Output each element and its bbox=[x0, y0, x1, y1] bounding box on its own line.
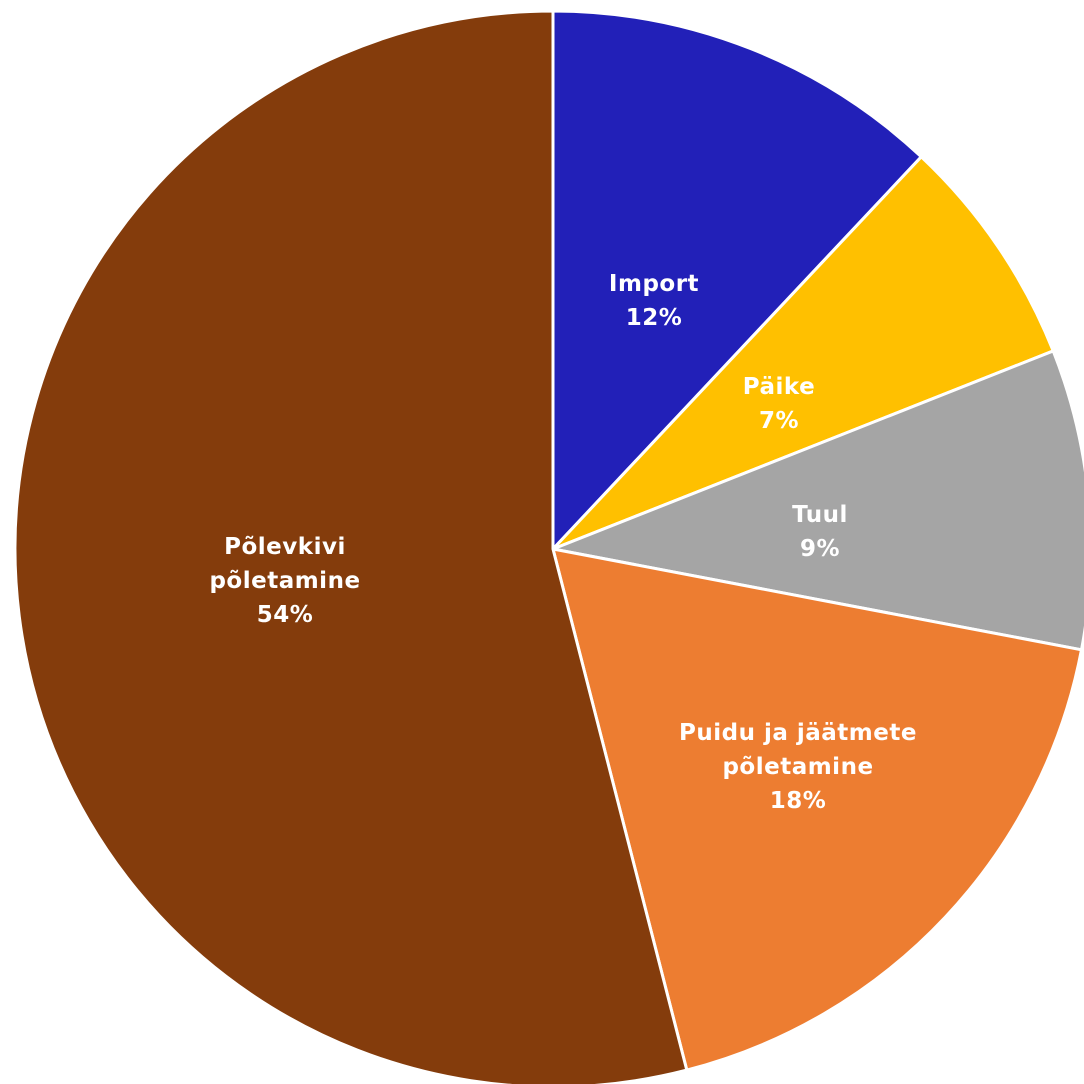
slice-label-3: Puidu ja jäätmete põletamine 18% bbox=[679, 720, 917, 814]
labels-group: Import 12% Päike 7% Tuul 9% Puidu ja jäätmete p… bbox=[209, 271, 917, 814]
slice-label-4: Põlevkivi põletamine 54% bbox=[209, 534, 360, 628]
slice-value-label: 12% bbox=[626, 305, 683, 331]
pie-slice-4 bbox=[13, 9, 689, 1084]
slice-category-label: Puidu ja jäätmete bbox=[679, 720, 917, 746]
slice-label-1: Päike 7% bbox=[743, 374, 815, 434]
slice-category-label: põletamine bbox=[209, 568, 360, 594]
pie-slice-2 bbox=[551, 349, 1084, 652]
slice-value-label: 54% bbox=[257, 602, 314, 628]
slice-value-label: 7% bbox=[759, 408, 799, 434]
slice-category-label: põletamine bbox=[722, 754, 873, 780]
slice-value-label: 9% bbox=[800, 536, 840, 562]
slice-category-label: Päike bbox=[743, 374, 815, 400]
pie-slice-0 bbox=[551, 9, 923, 551]
slice-category-label: Import bbox=[609, 271, 699, 297]
slice-label-0: Import 12% bbox=[609, 271, 699, 331]
slice-value-label: 18% bbox=[770, 788, 827, 814]
pie-slice-3 bbox=[551, 547, 1083, 1072]
slice-category-label: Tuul bbox=[792, 502, 848, 528]
pie-slice-1 bbox=[551, 155, 1055, 551]
slice-category-label: Põlevkivi bbox=[224, 534, 346, 560]
slices-group bbox=[13, 9, 1084, 1084]
slice-label-2: Tuul 9% bbox=[792, 502, 848, 562]
